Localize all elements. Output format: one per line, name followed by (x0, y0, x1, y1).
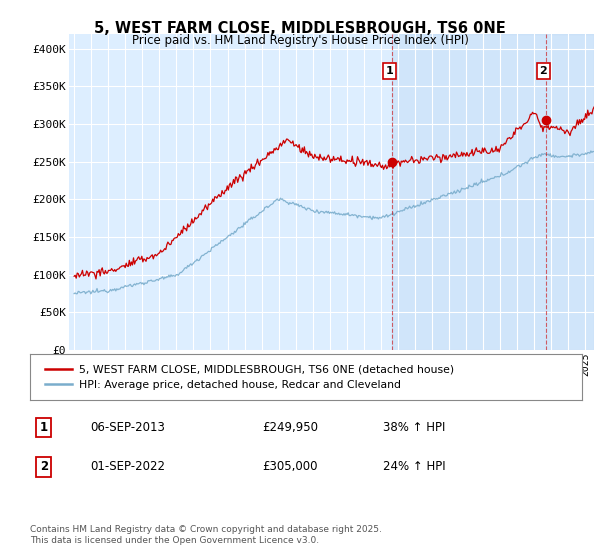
Text: £305,000: £305,000 (262, 460, 317, 473)
Text: 01-SEP-2022: 01-SEP-2022 (91, 460, 166, 473)
Text: £249,950: £249,950 (262, 421, 318, 434)
Legend: 5, WEST FARM CLOSE, MIDDLESBROUGH, TS6 0NE (detached house), HPI: Average price,: 5, WEST FARM CLOSE, MIDDLESBROUGH, TS6 0… (41, 361, 458, 394)
Text: 06-SEP-2013: 06-SEP-2013 (91, 421, 166, 434)
Text: 38% ↑ HPI: 38% ↑ HPI (383, 421, 446, 434)
Text: 1: 1 (386, 66, 394, 76)
Bar (392, 34, 594, 350)
Text: Contains HM Land Registry data © Crown copyright and database right 2025.
This d: Contains HM Land Registry data © Crown c… (30, 525, 382, 545)
Text: 24% ↑ HPI: 24% ↑ HPI (383, 460, 446, 473)
Text: 2: 2 (40, 460, 48, 473)
Text: 2: 2 (539, 66, 547, 76)
Text: 5, WEST FARM CLOSE, MIDDLESBROUGH, TS6 0NE: 5, WEST FARM CLOSE, MIDDLESBROUGH, TS6 0… (94, 21, 506, 36)
Text: 1: 1 (40, 421, 48, 434)
Text: Price paid vs. HM Land Registry's House Price Index (HPI): Price paid vs. HM Land Registry's House … (131, 34, 469, 46)
